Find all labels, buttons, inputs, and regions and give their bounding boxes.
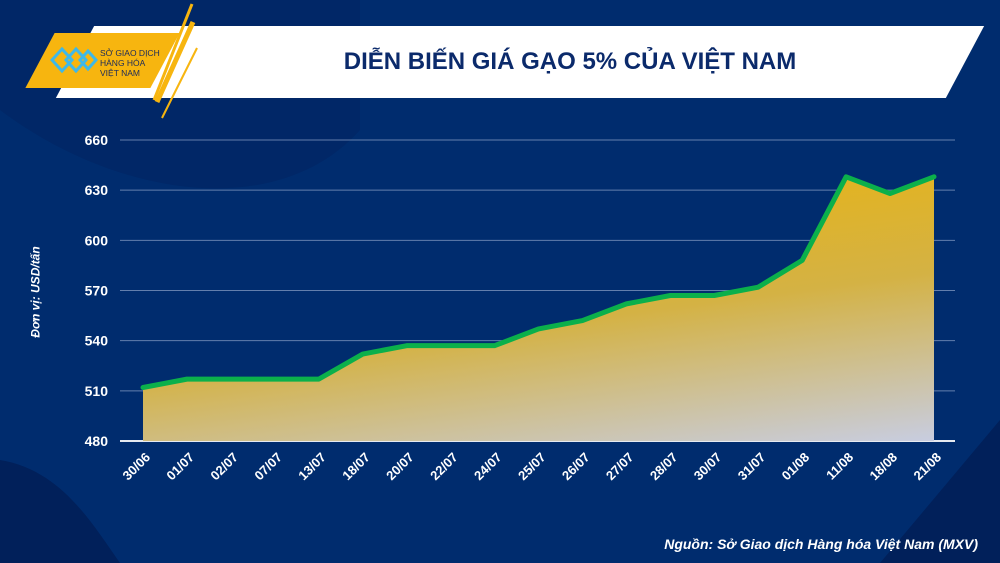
x-tick-label: 27/07 (603, 450, 637, 484)
y-tick-label: 510 (85, 383, 109, 399)
x-tick-label: 11/08 (823, 450, 856, 483)
area-fill (143, 176, 934, 442)
x-tick-label: 07/07 (251, 450, 285, 484)
x-tick-label: 01/07 (163, 450, 197, 484)
x-tick-label: 31/07 (735, 450, 769, 484)
x-tick-label: 25/07 (515, 450, 549, 484)
y-tick-label: 630 (85, 182, 109, 198)
accent-stripes (152, 3, 198, 119)
x-tick-label: 26/07 (559, 450, 593, 484)
y-tick-label: 480 (85, 433, 109, 449)
logo-line: SỞ GIAO DỊCH (100, 48, 160, 58)
y-tick-label: 660 (85, 132, 109, 148)
logo-line: VIỆT NAM (100, 68, 140, 78)
x-tick-label: 30/06 (120, 450, 154, 484)
x-tick-label: 24/07 (471, 450, 505, 484)
y-tick-label: 540 (85, 333, 109, 349)
chart-title: DIỄN BIẾN GIÁ GẠO 5% CỦA VIỆT NAM (343, 48, 797, 75)
x-tick-label: 28/07 (647, 450, 681, 484)
x-tick-label: 21/08 (911, 450, 945, 484)
x-tick-label: 13/07 (295, 450, 329, 484)
x-tick-label: 18/07 (339, 450, 373, 484)
x-tick-label: 18/08 (867, 450, 901, 484)
x-tick-label: 01/08 (779, 450, 813, 484)
x-tick-label: 02/07 (207, 450, 241, 484)
y-tick-label: 600 (85, 232, 109, 248)
mxv-logo-icon (50, 46, 98, 74)
x-tick-label: 30/07 (691, 450, 725, 484)
x-tick-label: 22/07 (427, 450, 461, 484)
logo-line: HÀNG HÓA (100, 58, 146, 68)
logo-text: SỞ GIAO DỊCH HÀNG HÓA VIỆT NAM (100, 48, 160, 78)
y-tick-label: 570 (85, 283, 109, 299)
source-note: Nguồn: Sở Giao dịch Hàng hóa Việt Nam (M… (664, 536, 978, 552)
x-tick-label: 20/07 (383, 450, 417, 484)
